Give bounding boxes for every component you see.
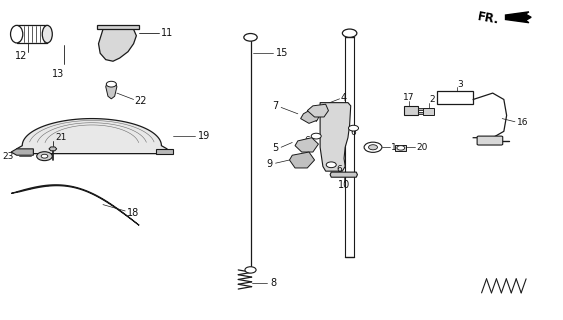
Polygon shape: [330, 172, 358, 177]
Ellipse shape: [11, 25, 23, 43]
Text: 6: 6: [305, 136, 310, 145]
Text: 23: 23: [2, 152, 14, 161]
Text: 11: 11: [162, 28, 173, 37]
Text: 8: 8: [270, 278, 276, 288]
Circle shape: [311, 133, 321, 139]
Polygon shape: [307, 104, 328, 117]
Circle shape: [326, 162, 336, 168]
Circle shape: [342, 29, 357, 37]
Text: 14: 14: [307, 114, 319, 124]
Polygon shape: [49, 147, 57, 151]
Polygon shape: [295, 138, 319, 152]
Text: 20: 20: [417, 143, 428, 152]
Polygon shape: [106, 84, 117, 99]
Polygon shape: [320, 103, 351, 171]
FancyBboxPatch shape: [477, 136, 503, 145]
Text: 6: 6: [351, 128, 356, 137]
Text: 4: 4: [341, 93, 347, 103]
Polygon shape: [404, 106, 418, 116]
Circle shape: [106, 81, 117, 87]
Text: 16: 16: [517, 118, 528, 127]
Circle shape: [245, 267, 256, 273]
Bar: [17, 25, 47, 43]
Circle shape: [397, 146, 405, 150]
Polygon shape: [156, 149, 172, 154]
Text: 22: 22: [135, 96, 147, 106]
Circle shape: [37, 152, 52, 161]
Text: 9: 9: [267, 159, 273, 169]
Polygon shape: [99, 26, 136, 61]
Ellipse shape: [42, 25, 52, 43]
Polygon shape: [97, 25, 139, 29]
Text: 1: 1: [391, 143, 396, 152]
Polygon shape: [11, 185, 139, 225]
Polygon shape: [11, 149, 33, 155]
Bar: [418, 108, 423, 110]
Polygon shape: [423, 108, 434, 115]
Text: 15: 15: [275, 48, 288, 58]
Polygon shape: [506, 12, 531, 23]
Text: 17: 17: [404, 93, 415, 102]
Text: FR.: FR.: [476, 10, 500, 27]
Polygon shape: [17, 119, 167, 154]
Text: 13: 13: [52, 69, 65, 79]
Circle shape: [348, 125, 359, 131]
Polygon shape: [301, 109, 320, 123]
Text: 10: 10: [338, 180, 350, 190]
Circle shape: [244, 34, 257, 41]
Text: 2: 2: [430, 95, 435, 104]
Circle shape: [41, 154, 48, 158]
Text: 3: 3: [458, 80, 463, 89]
Text: 7: 7: [272, 101, 278, 111]
Polygon shape: [395, 145, 406, 151]
Circle shape: [369, 145, 377, 150]
Bar: [418, 112, 423, 115]
Text: 5: 5: [272, 143, 278, 153]
Text: 12: 12: [15, 51, 27, 61]
Polygon shape: [437, 92, 473, 104]
Text: 18: 18: [127, 208, 139, 218]
Circle shape: [364, 142, 382, 152]
Text: 21: 21: [56, 133, 67, 142]
Text: 19: 19: [198, 131, 210, 141]
Polygon shape: [289, 152, 315, 168]
Text: 6: 6: [337, 165, 342, 174]
